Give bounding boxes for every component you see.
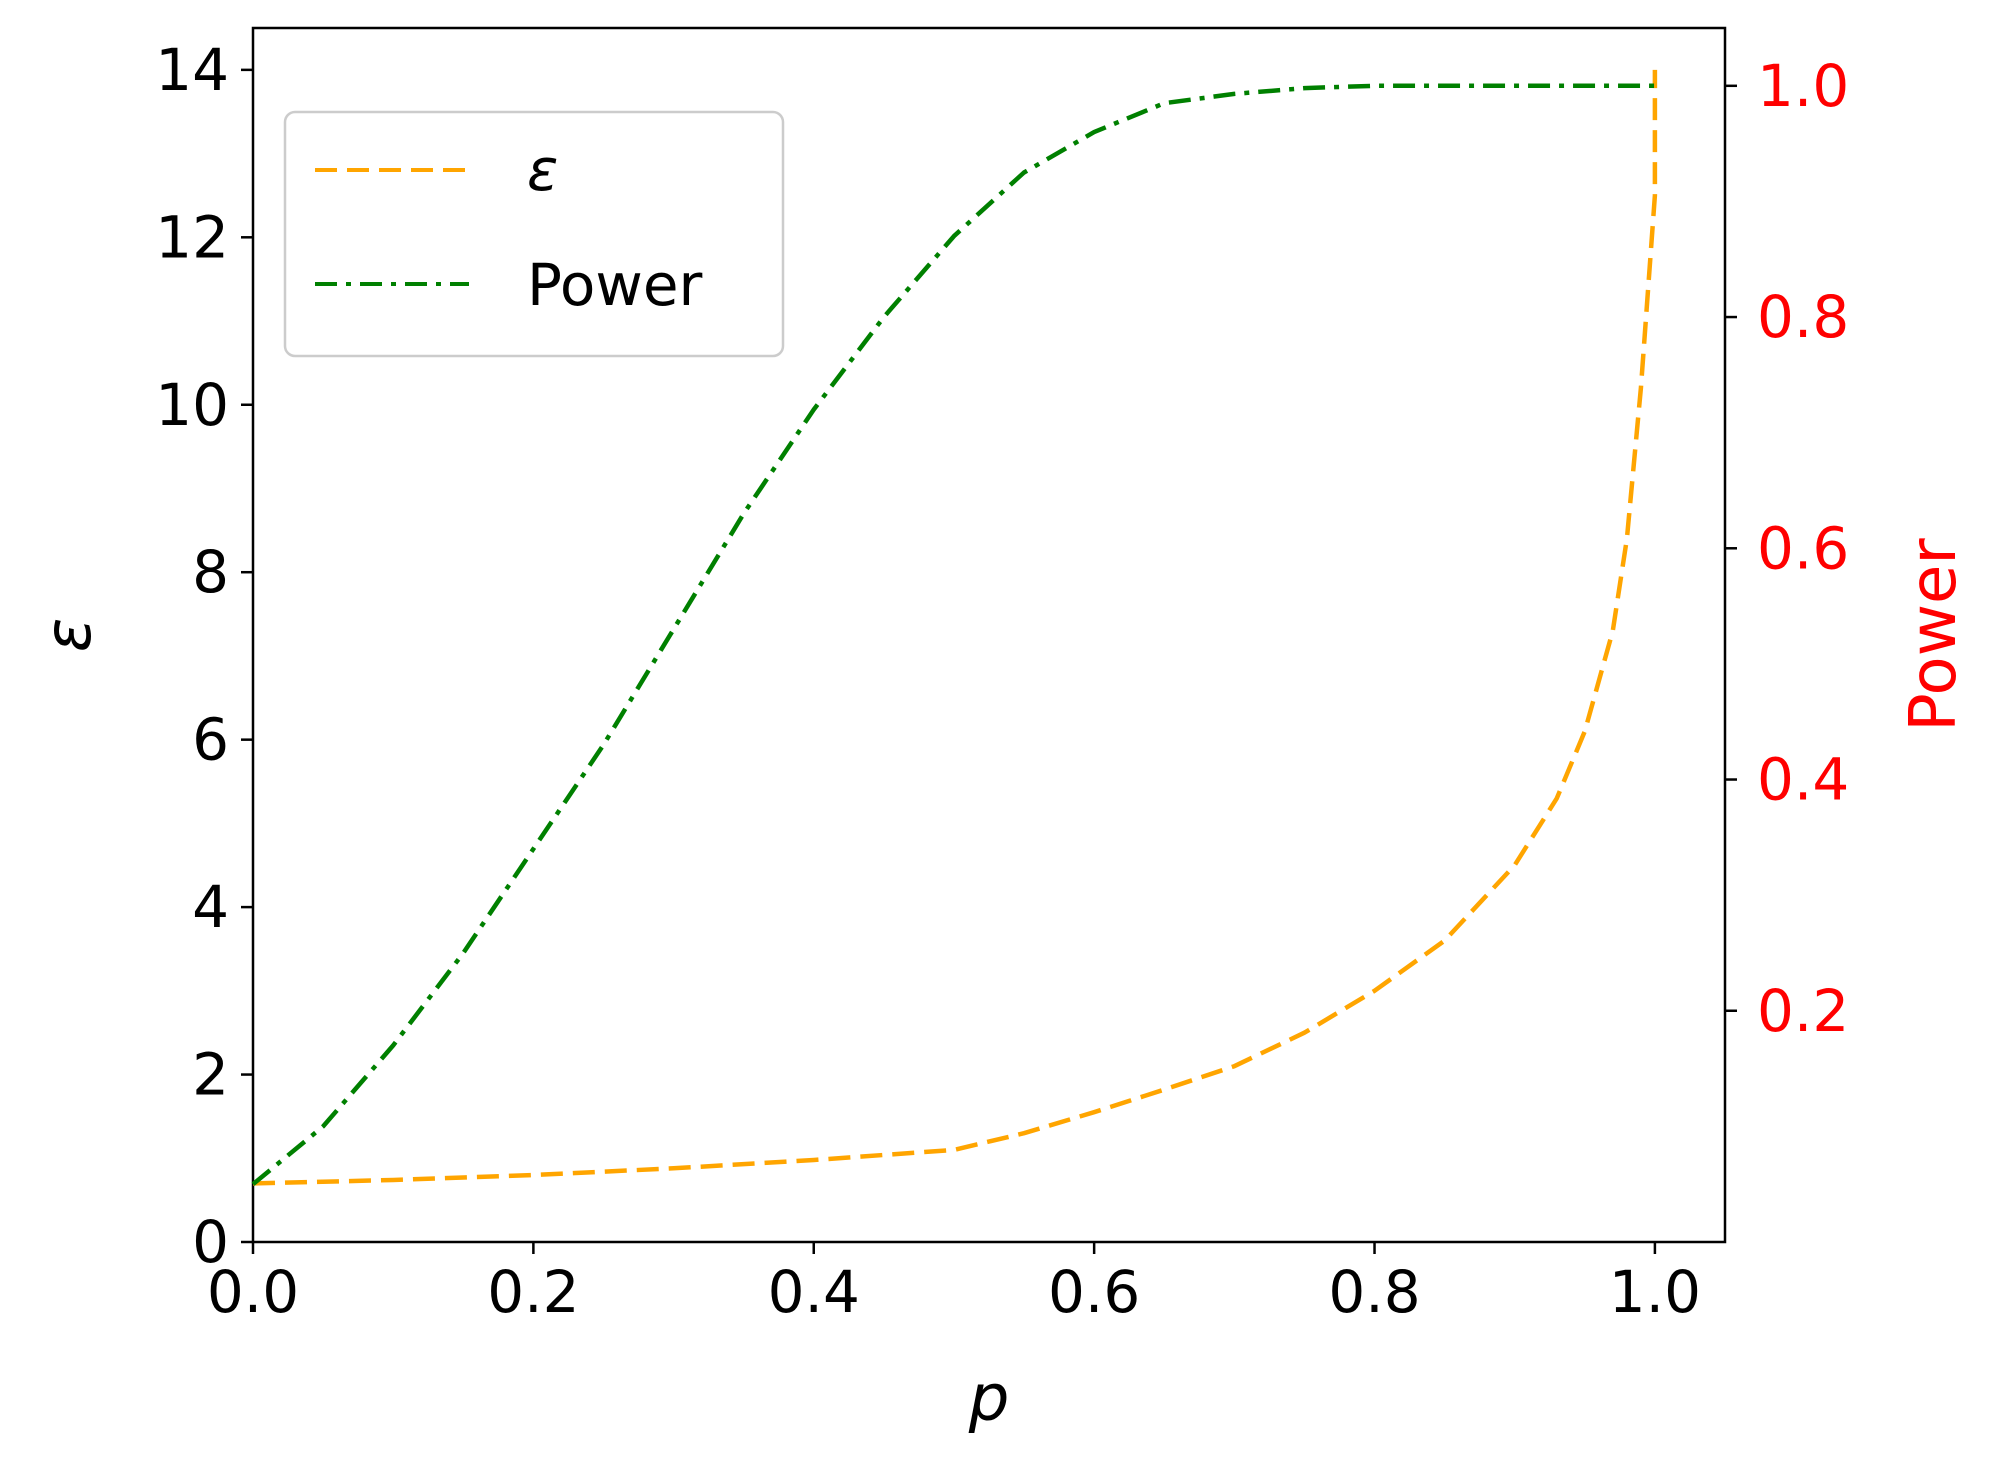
left-y-tick-label: 2 xyxy=(192,1041,229,1109)
right-y-tick-label: 0.2 xyxy=(1757,977,1849,1045)
right-y-tick-label: 0.6 xyxy=(1757,514,1849,582)
right-y-axis-label: Power xyxy=(1897,538,1971,732)
left-y-axis-label: ε xyxy=(32,618,106,653)
left-y-tick-label: 12 xyxy=(155,203,229,271)
left-y-axis-ticks: 0 2 4 6 8 10 12 14 xyxy=(155,36,253,1276)
left-y-tick-label: 4 xyxy=(192,873,229,941)
left-y-tick-label: 6 xyxy=(192,706,229,774)
x-tick-label: 0.6 xyxy=(1048,1258,1140,1326)
right-y-axis-ticks: 0.2 0.4 0.6 0.8 1.0 xyxy=(1725,52,1849,1045)
series-layer xyxy=(251,69,1658,1186)
legend-label-power: Power xyxy=(527,251,703,319)
left-y-tick-label: 8 xyxy=(192,538,229,606)
x-axis-ticks: 0.0 0.2 0.4 0.6 0.8 1.0 xyxy=(207,1242,1701,1326)
left-y-tick-label: 0 xyxy=(192,1208,229,1276)
series-line-epsilon xyxy=(252,69,1658,1186)
right-y-tick-label: 0.8 xyxy=(1757,283,1849,351)
left-y-tick-label: 10 xyxy=(155,371,229,439)
series-line-power xyxy=(251,83,1655,1186)
left-y-tick-label: 14 xyxy=(155,36,229,104)
right-y-tick-label: 0.4 xyxy=(1757,746,1849,814)
legend-label-epsilon: ε xyxy=(527,136,558,204)
legend-box xyxy=(283,110,785,358)
right-y-tick-label: 1.0 xyxy=(1757,52,1849,120)
x-tick-label: 0.8 xyxy=(1328,1258,1420,1326)
x-tick-label: 0.0 xyxy=(207,1258,299,1326)
x-tick-label: 0.4 xyxy=(768,1258,860,1326)
x-tick-label: 0.2 xyxy=(487,1258,579,1326)
x-tick-label: 1.0 xyxy=(1609,1258,1701,1326)
legend: ε Power xyxy=(283,110,785,358)
x-axis-label: p xyxy=(968,1362,1010,1436)
